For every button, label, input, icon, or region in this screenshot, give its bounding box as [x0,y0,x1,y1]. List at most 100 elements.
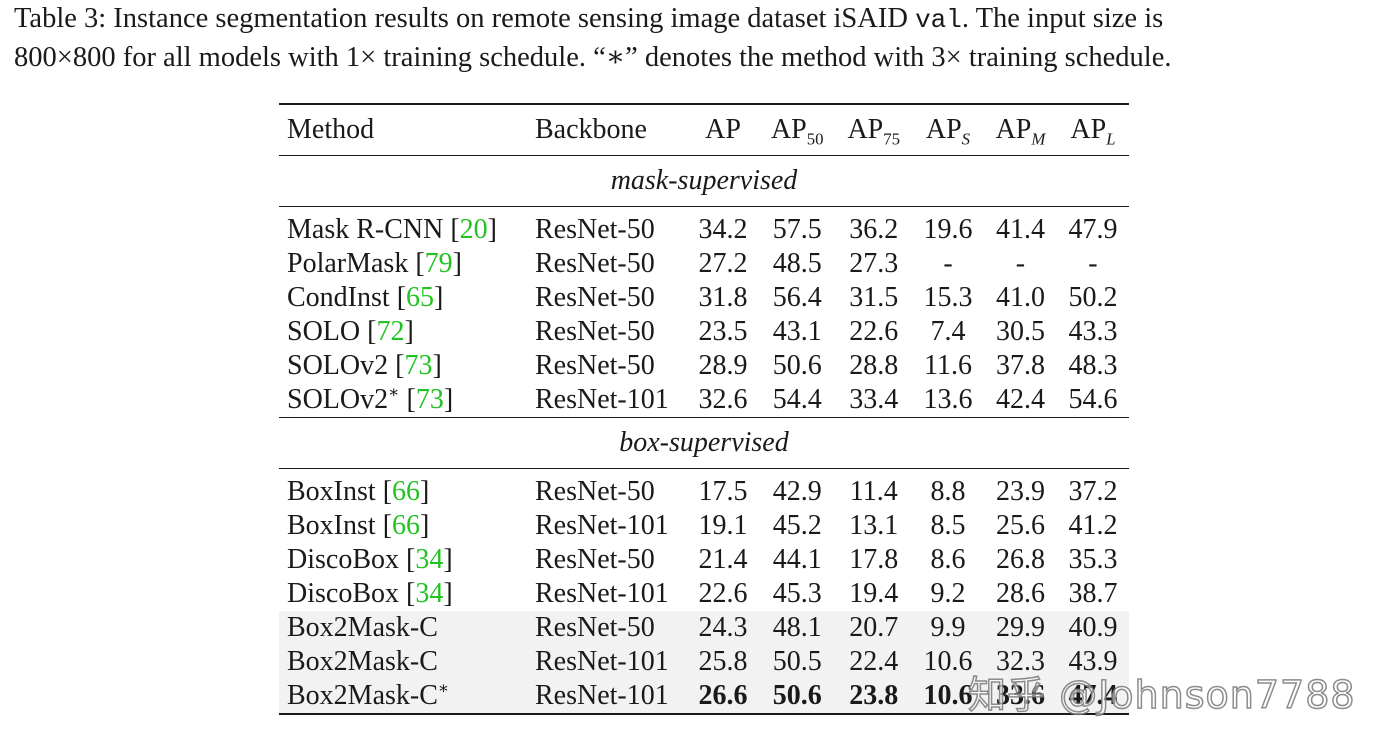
method-cell: PolarMask [79] [287,248,462,279]
table-caption: Table 3: Instance segmentation results o… [14,0,1386,77]
method-cell: DiscoBox [34] [287,544,453,575]
watermark-text: 知乎 @Johnson7788 [967,672,1356,718]
apm-cell: 42.4 [995,384,1045,415]
aps-cell: 8.5 [930,510,966,541]
ap75-cell: 23.8 [835,679,912,714]
ap75-cell: 22.6 [849,316,899,347]
header-apm: APM [984,104,1057,156]
mask-supervised-rows: Mask R-CNN [20] ResNet-50 34.2 57.5 36.2 19.6… [279,206,1129,418]
table-row: SOLOv2 [73] ResNet-50 28.9 50.6 28.8 11.6 37.8… [279,349,1129,383]
method-cell: SOLO [72] [287,316,414,347]
apm-cell: 23.9 [995,476,1045,507]
citation-link[interactable]: 65 [406,282,435,313]
method-cell: Mask R-CNN [20] [287,214,497,245]
ap50-cell: 44.1 [772,544,822,575]
apl-cell: 37.2 [1068,476,1118,507]
apm-cell: 30.5 [995,316,1045,347]
apm-cell: 41.4 [995,214,1045,245]
ap75-cell: 33.4 [849,384,899,415]
star-marker: ∗ [437,678,450,698]
method-name: SOLO [287,316,368,347]
header-ap75-base: AP [847,114,884,145]
section-label-mask: mask-supervised [610,165,798,196]
ap50-cell: 54.4 [772,384,822,415]
caption-line-2: 800×800 for all models with 1× training … [14,42,1172,73]
table-row: DiscoBox [34] ResNet-50 21.4 44.1 17.8 8.6 26.… [279,543,1129,577]
apm-cell: 33.6 [983,679,1057,714]
ap-cell: 17.5 [698,476,748,507]
caption-line-1: Table 3: Instance segmentation results o… [14,0,1386,39]
backbone-cell: ResNet-50 [535,350,655,381]
table-row: SOLO [72] ResNet-50 23.5 43.1 22.6 7.4 30.5 43.… [279,315,1129,349]
ap50-cell: 42.9 [772,476,822,507]
citation-link[interactable]: 72 [376,316,405,347]
method-name: CondInst [287,282,397,313]
ap-cell: 28.9 [698,350,748,381]
citation-link[interactable]: 66 [392,510,421,541]
ap50-cell: 43.1 [772,316,822,347]
header-aps-sub: S [961,129,971,149]
method-cell: SOLOv2∗ [73] [287,382,454,415]
ap75-cell: 22.4 [835,645,912,679]
ap-cell: 26.6 [687,679,759,714]
header-apl: APL [1057,104,1129,156]
method-name: SOLOv2 [287,350,396,381]
apl-cell: 38.7 [1068,578,1118,609]
apm-cell: - [1015,248,1026,279]
citation-link[interactable]: 66 [392,476,421,507]
results-table: Method Backbone AP AP50 AP75 APS APM APL… [279,103,1129,715]
ap50-cell: 45.2 [772,510,822,541]
apl-cell: 40.9 [1056,611,1129,645]
section-row-mask-supervised: mask-supervised [279,155,1129,207]
method-name: PolarMask [287,248,416,279]
ap75-cell: 11.4 [849,476,898,507]
citation-link[interactable]: 79 [424,248,453,279]
table-row: Mask R-CNN [20] ResNet-50 34.2 57.5 36.2 19.6… [279,207,1129,248]
backbone-cell: ResNet-50 [535,282,655,313]
ap50-cell: 57.5 [772,214,822,245]
apl-cell: 48.3 [1068,350,1118,381]
star-marker: ∗ [388,382,400,402]
method-cell: Box2Mask-C [279,611,531,645]
apl-cell: 35.3 [1068,544,1118,575]
table-row: BoxInst [66] ResNet-101 19.1 45.2 13.1 8.5 25.… [279,509,1129,543]
ap75-cell: 19.4 [849,578,899,609]
ap-cell: 19.1 [698,510,748,541]
apl-cell: 43.3 [1068,316,1118,347]
backbone-cell: ResNet-101 [531,645,687,679]
header-apl-sub: L [1106,129,1116,149]
method-name: SOLOv2 [287,384,389,415]
backbone-cell: ResNet-50 [535,214,655,245]
apm-cell: 29.9 [983,611,1057,645]
ap50-cell: 56.4 [772,282,822,313]
ap-cell: 23.5 [698,316,748,347]
apl-cell: 47.4 [1056,679,1129,714]
citation-link[interactable]: 73 [404,350,433,381]
citation-link[interactable]: 73 [415,384,444,415]
ap75-cell: 31.5 [849,282,899,313]
header-method: Method [287,114,375,145]
aps-cell: 19.6 [923,214,973,245]
method-name: BoxInst [287,476,383,507]
apm-cell: 41.0 [995,282,1045,313]
ap75-cell: 28.8 [849,350,899,381]
header-apm-base: AP [995,114,1032,145]
method-name: Box2Mask-C [287,646,438,677]
ap-cell: 22.6 [698,578,748,609]
apl-cell: 47.9 [1068,214,1118,245]
citation-link[interactable]: 20 [459,214,488,245]
method-name: Mask R-CNN [287,214,451,245]
method-name: DiscoBox [287,544,406,575]
header-backbone: Backbone [535,114,647,145]
aps-cell: 15.3 [923,282,973,313]
aps-cell: 11.6 [923,350,972,381]
citation-link[interactable]: 34 [415,578,444,609]
table-row: Box2Mask-C ResNet-101 25.8 50.5 22.4 10.6 32.3… [279,645,1129,679]
ap50-cell: 48.5 [772,248,822,279]
ap75-cell: 36.2 [849,214,899,245]
aps-cell: 7.4 [930,316,966,347]
aps-cell: 13.6 [923,384,973,415]
method-name: Box2Mask-C [287,680,438,711]
citation-link[interactable]: 34 [415,544,444,575]
results-table-wrapper: Method Backbone AP AP50 AP75 APS APM APL… [279,103,1129,715]
